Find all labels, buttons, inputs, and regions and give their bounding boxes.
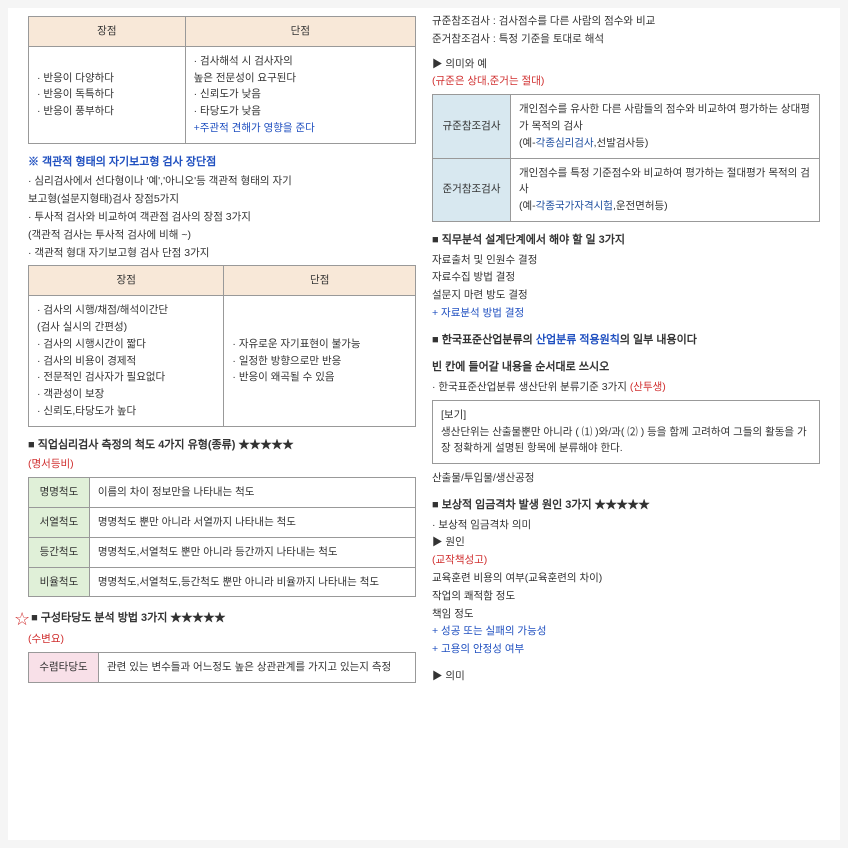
scale-types-table: 명명척도이름의 차이 정보만을 나타내는 척도 서열척도명명척도 뿐만 아니라 …: [28, 477, 416, 597]
validity-table: 수렴타당도관련 있는 변수들과 어느정도 높은 상관관계를 가지고 있는지 측정: [28, 652, 416, 683]
pros-cell: · 반응이 다양하다 · 반응이 독특하다 · 반응이 풍부하다: [29, 46, 186, 143]
section-heading: ■ 직업심리검사 측정의 척도 4가지 유형(종류) ★★★★★: [28, 437, 416, 455]
section-heading: ■ 한국표준산업분류의 산업분류 적용원칙의 일부 내용이다: [432, 332, 820, 350]
cons-cell: · 검사해석 시 검사자의 높은 전문성이 요구된다 · 신뢰도가 낮음 · 타…: [185, 46, 415, 143]
reference-test-table: 규준참조검사 개인점수를 유사한 다른 사람들의 점수와 비교하여 평가하는 상…: [432, 94, 820, 222]
section-title: ※ 객관적 형태의 자기보고형 검사 장단점: [28, 154, 416, 172]
example-box: [보기] 생산단위는 산출물뿐만 아니라 ( ⑴ )와/과( ⑵ ) 등을 함께…: [432, 400, 820, 464]
advantages-table-2: 장점단점 · 검사의 시행/채점/해석이간단 (검사 실시의 간편성) · 검사…: [28, 265, 416, 426]
advantages-table-1: 장점단점 · 반응이 다양하다 · 반응이 독특하다 · 반응이 풍부하다 · …: [28, 16, 416, 144]
